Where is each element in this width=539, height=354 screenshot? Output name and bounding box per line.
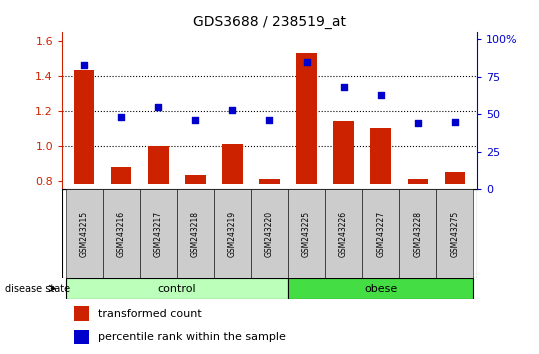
Bar [288, 189, 325, 278]
Text: GSM243217: GSM243217 [154, 211, 163, 257]
Text: GSM243226: GSM243226 [339, 211, 348, 257]
Bar [399, 189, 436, 278]
Bar [66, 189, 103, 278]
Point [451, 119, 459, 125]
Bar [148, 145, 169, 184]
Bar [296, 53, 317, 184]
Bar [140, 189, 177, 278]
Text: GSM243219: GSM243219 [228, 211, 237, 257]
Bar [111, 167, 132, 184]
Text: GSM243228: GSM243228 [413, 211, 422, 257]
Point [117, 115, 126, 120]
Text: obese: obese [364, 284, 397, 293]
Bar [370, 128, 391, 184]
Title: GDS3688 / 238519_at: GDS3688 / 238519_at [193, 16, 346, 29]
Text: GSM243227: GSM243227 [376, 211, 385, 257]
Bar [288, 278, 473, 299]
Bar [259, 179, 280, 184]
Point [376, 92, 385, 98]
Point [228, 107, 237, 113]
Bar [325, 189, 362, 278]
Bar [362, 189, 399, 278]
Text: control: control [157, 284, 196, 293]
Text: disease state: disease state [5, 284, 71, 293]
Point [302, 59, 311, 65]
Bar [214, 189, 251, 278]
Bar [177, 189, 214, 278]
Bar [74, 306, 89, 321]
Bar [66, 278, 288, 299]
Point [80, 62, 88, 68]
Point [191, 118, 199, 123]
Bar [407, 179, 428, 184]
Bar [334, 121, 354, 184]
Point [413, 121, 422, 126]
Bar [445, 172, 465, 184]
Bar [251, 189, 288, 278]
Text: GSM243215: GSM243215 [80, 211, 89, 257]
Bar [74, 330, 89, 344]
Bar [185, 175, 205, 184]
Text: GSM243218: GSM243218 [191, 211, 200, 257]
Bar [103, 189, 140, 278]
Text: percentile rank within the sample: percentile rank within the sample [98, 332, 286, 342]
Text: transformed count: transformed count [98, 308, 202, 319]
Bar [74, 70, 94, 184]
Point [154, 104, 163, 110]
Text: GSM243225: GSM243225 [302, 211, 311, 257]
Point [340, 85, 348, 90]
Bar [222, 144, 243, 184]
Text: GSM243275: GSM243275 [450, 211, 459, 257]
Bar [436, 189, 473, 278]
Point [265, 118, 274, 123]
Text: GSM243220: GSM243220 [265, 211, 274, 257]
Text: GSM243216: GSM243216 [117, 211, 126, 257]
